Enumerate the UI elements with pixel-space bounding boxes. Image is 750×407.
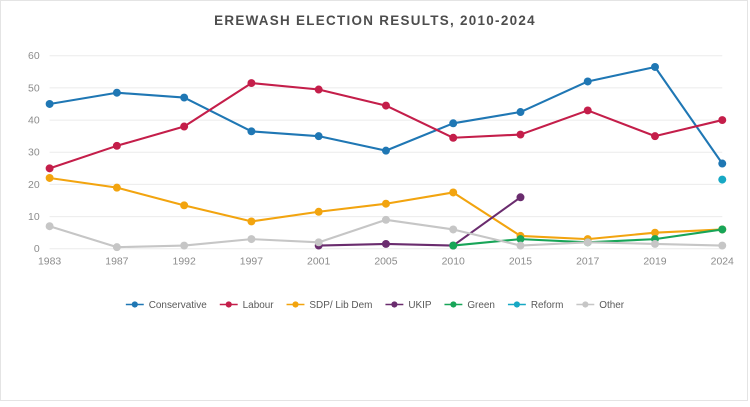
svg-text:2017: 2017 bbox=[576, 257, 599, 268]
svg-text:UKIP: UKIP bbox=[408, 300, 432, 311]
svg-text:1992: 1992 bbox=[173, 257, 196, 268]
svg-text:Other: Other bbox=[599, 300, 625, 311]
svg-text:60: 60 bbox=[28, 51, 40, 62]
svg-text:20: 20 bbox=[28, 180, 40, 191]
svg-text:Green: Green bbox=[467, 300, 495, 311]
svg-text:2010: 2010 bbox=[442, 257, 465, 268]
svg-text:2005: 2005 bbox=[374, 257, 397, 268]
svg-text:SDP/ Lib Dem: SDP/ Lib Dem bbox=[309, 300, 372, 311]
svg-text:40: 40 bbox=[28, 116, 40, 127]
svg-text:Conservative: Conservative bbox=[149, 300, 207, 311]
svg-text:1997: 1997 bbox=[240, 257, 263, 268]
svg-text:10: 10 bbox=[28, 212, 40, 223]
svg-text:Reform: Reform bbox=[531, 300, 564, 311]
svg-text:0: 0 bbox=[34, 244, 40, 255]
svg-text:50: 50 bbox=[28, 83, 40, 94]
svg-text:1987: 1987 bbox=[105, 257, 128, 268]
svg-text:2001: 2001 bbox=[307, 257, 330, 268]
svg-text:Labour: Labour bbox=[243, 300, 275, 311]
svg-text:1983: 1983 bbox=[38, 257, 61, 268]
svg-text:EREWASH ELECTION RESULTS, 2010: EREWASH ELECTION RESULTS, 2010-2024 bbox=[214, 13, 536, 28]
svg-text:2024: 2024 bbox=[711, 257, 734, 268]
svg-text:2019: 2019 bbox=[643, 257, 666, 268]
svg-text:30: 30 bbox=[28, 148, 40, 159]
svg-text:2015: 2015 bbox=[509, 257, 532, 268]
